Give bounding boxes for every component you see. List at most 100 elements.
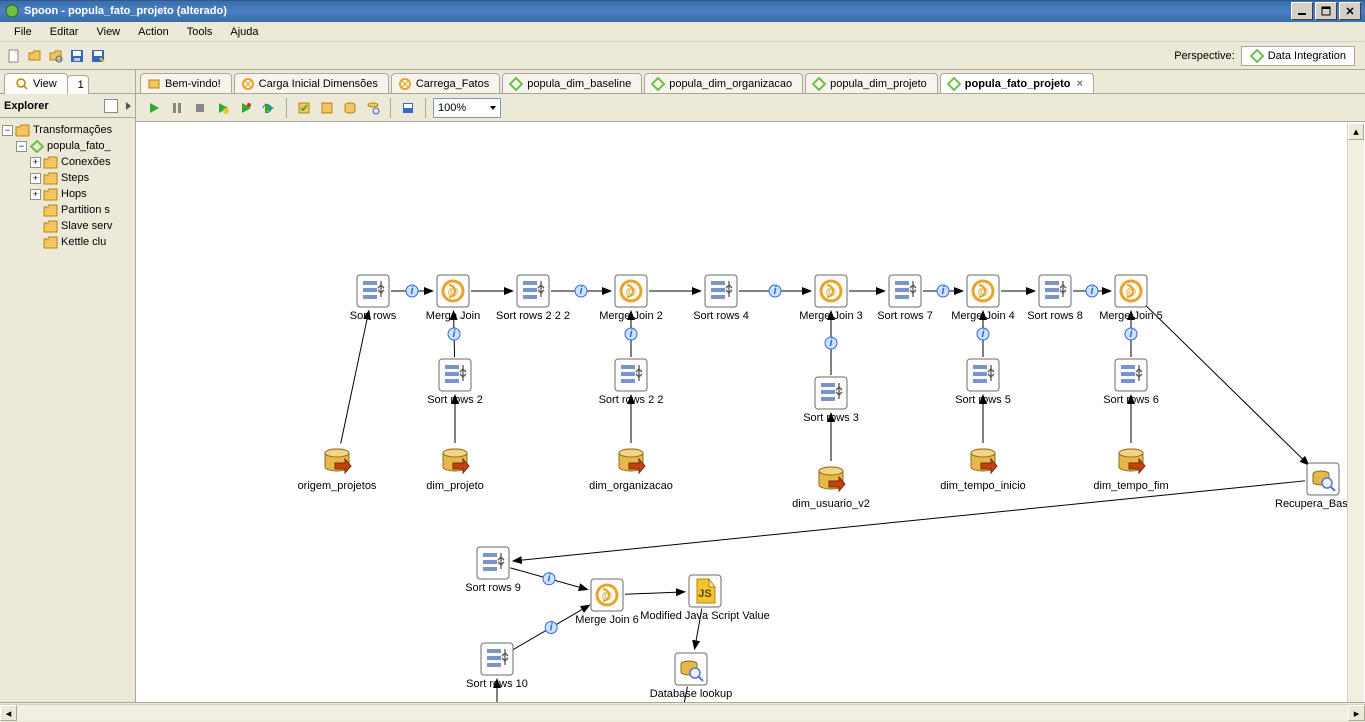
menu-file[interactable]: File [6,24,40,40]
preview-button[interactable] [213,98,233,118]
show-results-button[interactable] [398,98,418,118]
tab-bem-vindo![interactable]: Bem-vindo! [140,73,232,94]
step-Sort_rows_6[interactable]: Sort rows 6 [1103,359,1159,406]
explore-db-button[interactable] [363,98,383,118]
svg-text:@: @ [1126,286,1137,298]
tree-item[interactable]: +Steps [2,170,133,186]
stop-button[interactable] [190,98,210,118]
svg-text:Sort rows 9: Sort rows 9 [465,582,521,594]
menu-editar[interactable]: Editar [42,24,87,40]
svg-text:@: @ [448,286,459,298]
svg-text:dim_organizacao: dim_organizacao [589,480,673,492]
step-dim_usuario_v2[interactable]: dim_usuario_v2 [792,467,870,510]
transformation-canvas[interactable]: iiiiiiiiiiiiorigem_projetosSort rowsdim_… [137,123,1364,721]
expand-button[interactable] [126,102,131,110]
step-Sort_rows_7[interactable]: Sort rows 7 [877,275,933,322]
svg-text:Merge Join 4: Merge Join 4 [951,310,1015,322]
side-tab-design[interactable]: 1 [67,75,89,94]
svg-text:Merge Join 2: Merge Join 2 [599,310,663,322]
step-Sort_rows_2[interactable]: Sort rows 2 [427,359,483,406]
svg-text:Sort rows 2 2 2: Sort rows 2 2 2 [496,310,570,322]
svg-text:Sort rows 3: Sort rows 3 [803,412,859,424]
minimize-button[interactable] [1291,2,1313,20]
step-Sort_rows_8[interactable]: Sort rows 8 [1027,275,1083,322]
step-Sort_rows_9[interactable]: Sort rows 9 [465,547,521,594]
tree-root[interactable]: −Transformações [2,122,133,138]
app-icon [4,3,20,19]
scroll-up-button[interactable]: ▴ [1348,123,1364,140]
save-as-button[interactable] [88,46,108,66]
step-Merge_Join_4[interactable]: @Merge Join 4 [951,275,1015,322]
impact-button[interactable] [317,98,337,118]
menu-view[interactable]: View [88,24,128,40]
step-Sort_rows_10[interactable]: Sort rows 10 [466,643,528,690]
step-Sort_rows_3[interactable]: Sort rows 3 [803,377,859,424]
perspective-data-integration[interactable]: Data Integration [1241,46,1355,66]
main-toolbar: Perspective: Data Integration [0,42,1365,70]
step-Sort_rows_222[interactable]: Sort rows 2 2 2 [496,275,570,322]
run-button[interactable] [144,98,164,118]
svg-text:Merge Join 6: Merge Join 6 [575,614,639,626]
zoom-select[interactable]: 100% [433,98,501,118]
step-dim_projeto[interactable]: dim_projeto [426,449,483,492]
replay-button[interactable] [259,98,279,118]
tab-carrega_fatos[interactable]: Carrega_Fatos [391,73,500,94]
save-button[interactable] [67,46,87,66]
close-button[interactable] [1339,2,1361,20]
step-Merge_Join_3[interactable]: @Merge Join 3 [799,275,863,322]
tree-item[interactable]: Partition s [2,202,133,218]
collapse-button[interactable] [104,99,118,113]
scroll-right-button[interactable]: ▸ [1348,705,1365,721]
step-Database_lookup[interactable]: Database lookup [650,653,733,700]
horizontal-scrollbar[interactable]: ◂ ▸ [0,704,1365,721]
step-Sort_rows_22[interactable]: Sort rows 2 2 [599,359,664,406]
step-Sort_rows_5[interactable]: Sort rows 5 [955,359,1011,406]
step-Merge_Join_5[interactable]: @Merge Join 5 [1099,275,1163,322]
explore-button[interactable] [46,46,66,66]
menu-action[interactable]: Action [130,24,177,40]
step-Sort_rows_4[interactable]: Sort rows 4 [693,275,749,322]
editor-tabs: Bem-vindo!Carga Inicial DimensõesCarrega… [136,70,1365,94]
svg-text:origem_projetos: origem_projetos [298,480,377,492]
tab-popula_dim_projeto[interactable]: popula_dim_projeto [805,73,938,94]
tree-item[interactable]: +Conexões [2,154,133,170]
sql-button[interactable] [340,98,360,118]
tree-item[interactable]: Kettle clu [2,234,133,250]
tab-carga-inicial-dimensões[interactable]: Carga Inicial Dimensões [234,73,389,94]
step-Merge_Join[interactable]: @Merge Join [426,275,480,322]
svg-text:@: @ [626,286,637,298]
step-Merge_Join_2[interactable]: @ Merge Join 2 [599,275,663,322]
tab-popula_dim_baseline[interactable]: popula_dim_baseline [502,73,642,94]
step-dim_tempo_fim[interactable]: dim_tempo_fim [1093,449,1168,492]
step-MJSValue[interactable]: JSModified Java Script Value [640,575,769,622]
svg-text:dim_projeto: dim_projeto [426,480,483,492]
step-Merge_Join_6[interactable]: @Merge Join 6 [575,579,639,626]
verify-button[interactable] [294,98,314,118]
scroll-left-button[interactable]: ◂ [0,705,17,721]
new-file-button[interactable] [4,46,24,66]
pause-button[interactable] [167,98,187,118]
step-Sort_rows[interactable]: Sort rows [350,275,397,322]
explorer-tree: −Transformações−popula_fato_+Conexões+St… [0,118,135,254]
open-file-button[interactable] [25,46,45,66]
menu-tools[interactable]: Tools [179,24,221,40]
tree-item[interactable]: +Hops [2,186,133,202]
side-tab-view[interactable]: View [4,73,68,94]
menu-ajuda[interactable]: Ajuda [222,24,266,40]
tab-close-icon[interactable]: × [1077,78,1083,90]
tab-popula_dim_organizacao[interactable]: popula_dim_organizacao [644,73,803,94]
chevron-down-icon [490,106,496,110]
step-dim_tempo_inicio[interactable]: dim_tempo_inicio [940,449,1026,492]
step-origem_projetos[interactable]: origem_projetos [298,449,377,492]
side-panel: View 1 Explorer −Transformações−popula_f… [0,70,136,722]
step-dim_organizacao[interactable]: dim_organizacao [589,449,673,492]
maximize-button[interactable] [1315,2,1337,20]
tree-item[interactable]: −popula_fato_ [2,138,133,154]
debug-button[interactable] [236,98,256,118]
tree-item[interactable]: Slave serv [2,218,133,234]
svg-text:Sort rows: Sort rows [350,310,397,322]
vertical-scrollbar[interactable]: ▴ ▾ [1347,123,1364,721]
svg-text:Sort rows 2 2: Sort rows 2 2 [599,394,664,406]
tab-popula_fato_projeto[interactable]: popula_fato_projeto× [940,73,1094,94]
svg-text:Sort rows 7: Sort rows 7 [877,310,933,322]
